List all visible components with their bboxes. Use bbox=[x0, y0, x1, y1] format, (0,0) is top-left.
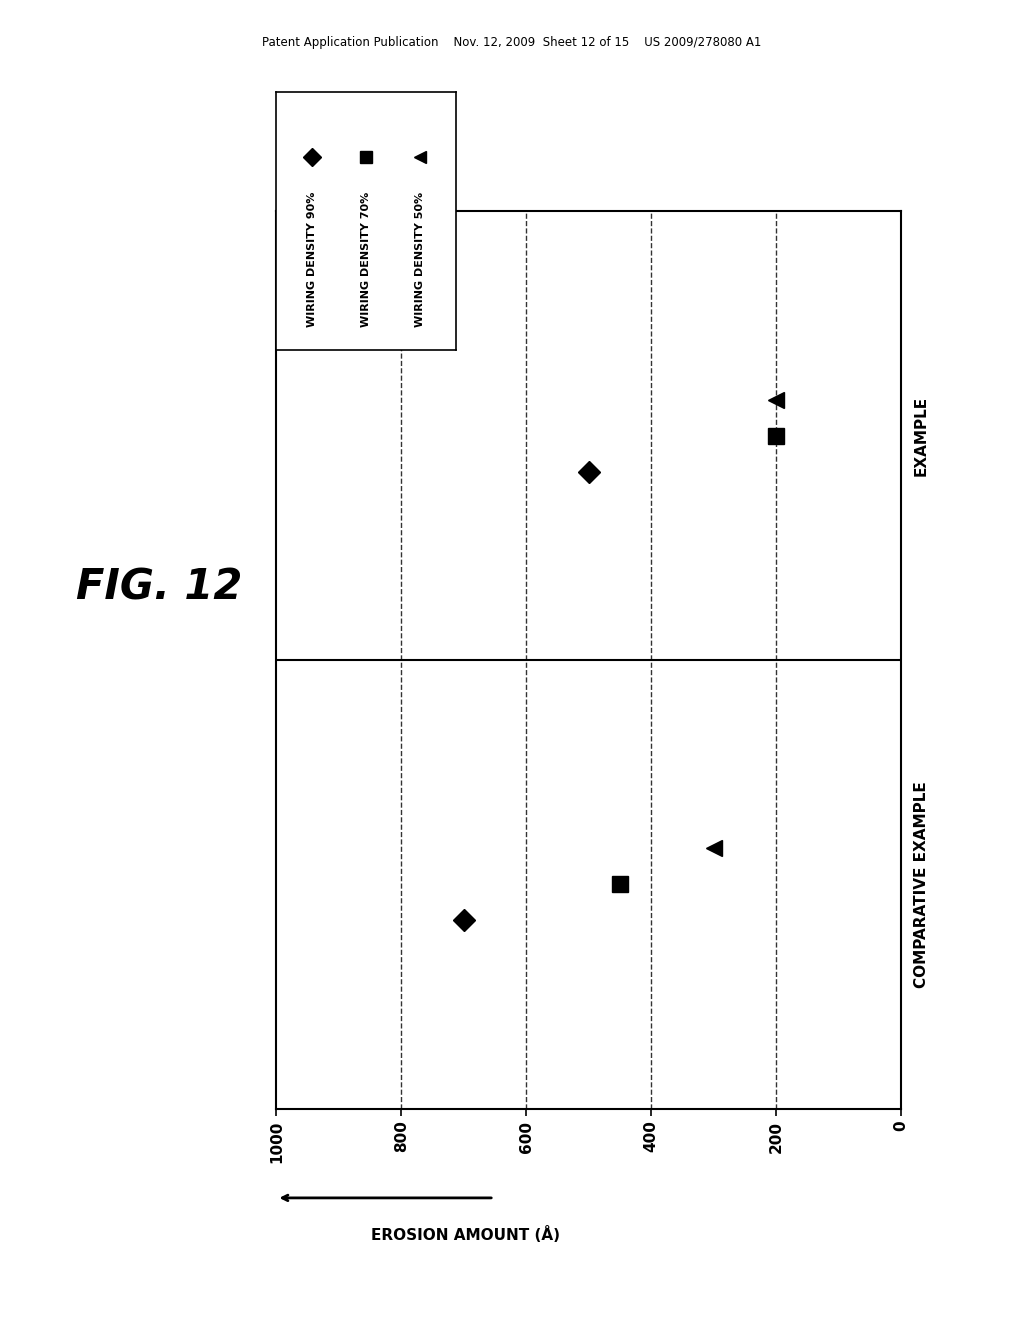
Text: Patent Application Publication    Nov. 12, 2009  Sheet 12 of 15    US 2009/27808: Patent Application Publication Nov. 12, … bbox=[262, 36, 762, 49]
Text: FIG. 12: FIG. 12 bbox=[76, 566, 242, 609]
Text: WIRING DENSITY 90%: WIRING DENSITY 90% bbox=[307, 191, 317, 327]
Text: WIRING DENSITY 50%: WIRING DENSITY 50% bbox=[415, 193, 425, 327]
Text: EROSION AMOUNT (Å): EROSION AMOUNT (Å) bbox=[372, 1226, 560, 1242]
Text: WIRING DENSITY 70%: WIRING DENSITY 70% bbox=[361, 193, 371, 327]
Text: COMPARATIVE EXAMPLE: COMPARATIVE EXAMPLE bbox=[913, 781, 929, 987]
Text: EXAMPLE: EXAMPLE bbox=[913, 396, 929, 475]
